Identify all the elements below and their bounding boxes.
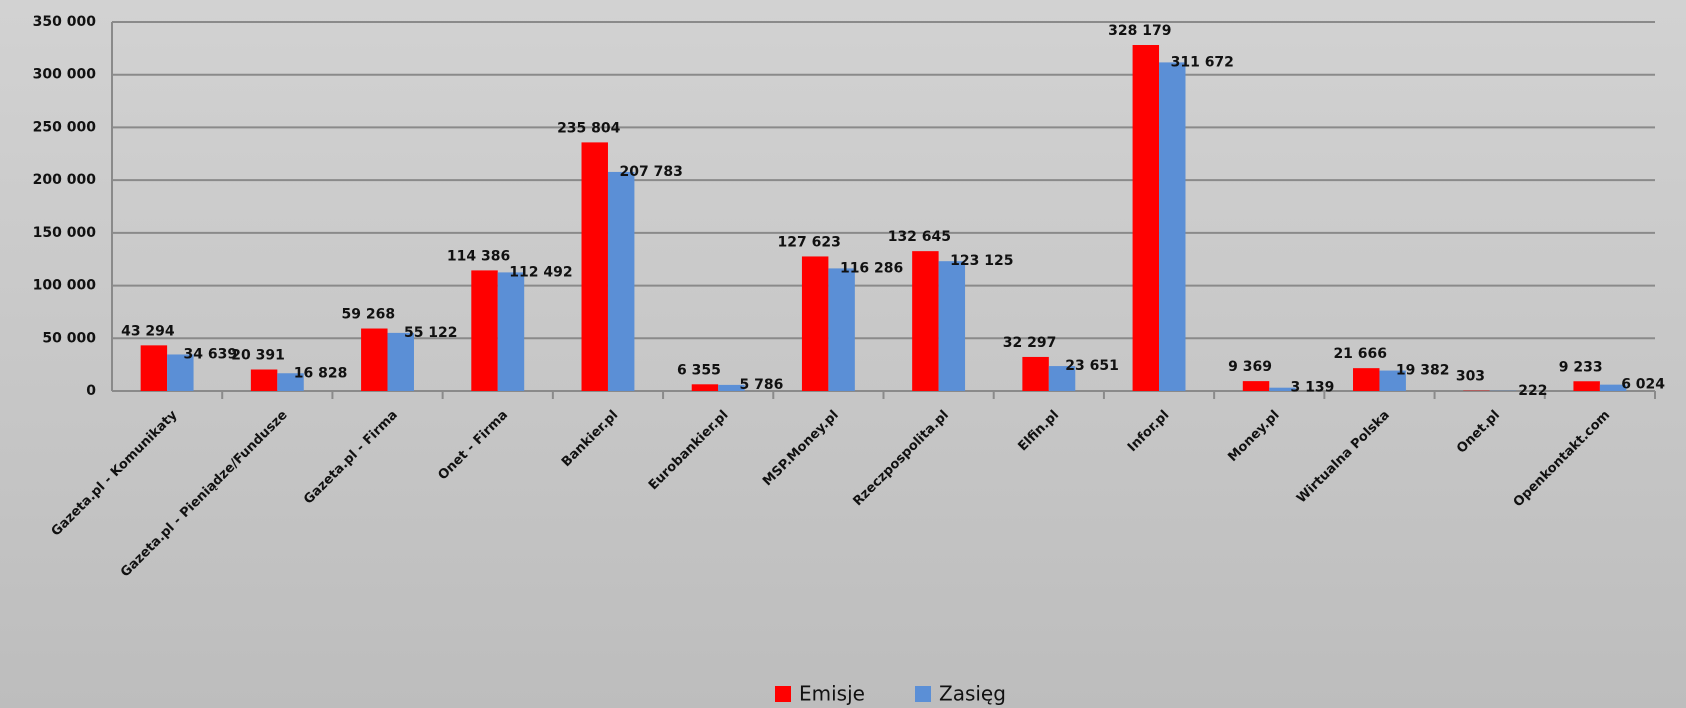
value-label: 222 bbox=[1518, 383, 1547, 399]
value-label: 59 268 bbox=[342, 307, 396, 323]
value-label: 21 666 bbox=[1333, 346, 1387, 362]
legend-label: Emisje bbox=[799, 682, 865, 706]
value-label: 127 623 bbox=[778, 234, 841, 250]
value-label: 114 386 bbox=[447, 248, 510, 264]
value-label: 55 122 bbox=[404, 325, 458, 341]
bar bbox=[167, 354, 194, 391]
y-tick-label: 300 000 bbox=[33, 67, 97, 83]
bar bbox=[581, 142, 608, 391]
value-label: 43 294 bbox=[121, 323, 175, 339]
value-label: 132 645 bbox=[888, 229, 951, 245]
value-label: 16 828 bbox=[294, 365, 348, 381]
x-tick-label: MSP.Money.pl bbox=[760, 408, 842, 490]
x-tick-label: Onet - Firma bbox=[435, 408, 511, 484]
y-tick-label: 350 000 bbox=[33, 14, 97, 30]
x-tick-label: Onet.pl bbox=[1454, 408, 1503, 457]
y-tick-label: 150 000 bbox=[33, 225, 97, 241]
bar bbox=[277, 373, 304, 391]
y-tick-label: 50 000 bbox=[42, 330, 96, 346]
value-label: 20 391 bbox=[231, 348, 285, 364]
bar bbox=[1159, 62, 1186, 392]
bar bbox=[497, 272, 525, 391]
x-tick-label: Infor.pl bbox=[1125, 408, 1172, 455]
y-tick-label: 200 000 bbox=[33, 172, 97, 188]
bar bbox=[1048, 366, 1076, 391]
value-label: 116 286 bbox=[840, 260, 903, 276]
x-tick-label: Bankier.pl bbox=[559, 408, 621, 470]
value-label: 9 233 bbox=[1559, 359, 1603, 375]
value-label: 23 651 bbox=[1065, 358, 1119, 374]
value-label: 6 355 bbox=[677, 362, 721, 378]
x-tick-label: Eurobankier.pl bbox=[646, 408, 732, 494]
bar bbox=[361, 328, 388, 391]
bar bbox=[801, 256, 829, 391]
bar bbox=[1573, 381, 1600, 391]
bar bbox=[607, 171, 635, 391]
y-tick-label: 250 000 bbox=[33, 119, 97, 135]
value-label: 6 024 bbox=[1621, 377, 1665, 393]
bar bbox=[1022, 356, 1049, 391]
bar bbox=[691, 384, 719, 391]
bar bbox=[1599, 384, 1627, 391]
x-tick-label: Gazeta.pl - Firma bbox=[301, 408, 401, 508]
x-tick-label: Rzeczpospolita.pl bbox=[850, 408, 951, 509]
bar bbox=[1353, 368, 1380, 391]
y-tick-label: 0 bbox=[86, 383, 96, 399]
bar bbox=[387, 332, 414, 391]
legend-label: Zasięg bbox=[939, 682, 1006, 706]
bar bbox=[938, 261, 966, 391]
y-tick-label: 100 000 bbox=[33, 278, 97, 294]
value-label: 207 783 bbox=[620, 164, 683, 180]
bar bbox=[250, 369, 278, 391]
value-label: 112 492 bbox=[509, 264, 572, 280]
x-tick-label: Elfin.pl bbox=[1015, 408, 1062, 455]
value-label: 5 786 bbox=[739, 377, 783, 393]
bar bbox=[828, 268, 855, 391]
bar bbox=[912, 251, 939, 391]
value-label: 19 382 bbox=[1396, 363, 1450, 379]
value-label: 32 297 bbox=[1003, 335, 1057, 351]
legend-swatch bbox=[915, 686, 931, 702]
bar bbox=[1132, 45, 1160, 392]
x-tick-label: Openkontakt.com bbox=[1511, 408, 1613, 510]
legend-swatch bbox=[775, 686, 791, 702]
value-label: 3 139 bbox=[1291, 380, 1335, 396]
bar bbox=[1269, 387, 1296, 391]
x-tick-label: Money.pl bbox=[1225, 408, 1282, 465]
bar bbox=[140, 345, 168, 391]
bar bbox=[471, 270, 498, 391]
value-label: 328 179 bbox=[1108, 23, 1171, 39]
value-label: 235 804 bbox=[557, 120, 621, 136]
bar bbox=[718, 384, 745, 391]
bar bbox=[1242, 381, 1270, 391]
value-label: 123 125 bbox=[950, 253, 1013, 269]
x-tick-label: Wirtualna Polska bbox=[1294, 408, 1393, 507]
bar bbox=[1379, 370, 1406, 391]
value-label: 311 672 bbox=[1171, 54, 1234, 70]
x-tick-label: Gazeta.pl - Komunikaty bbox=[49, 407, 181, 539]
value-label: 9 369 bbox=[1228, 359, 1272, 375]
value-label: 303 bbox=[1456, 369, 1485, 385]
value-label: 34 639 bbox=[184, 346, 238, 362]
